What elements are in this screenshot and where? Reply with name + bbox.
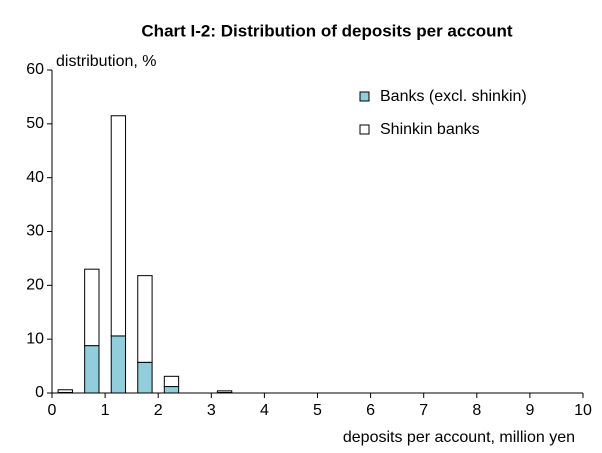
y-tick-label: 30 bbox=[26, 223, 44, 240]
chart-title: Chart I-2: Distribution of deposits per … bbox=[141, 21, 513, 40]
y-tick-label: 60 bbox=[26, 61, 44, 78]
bar bbox=[57, 389, 73, 393]
x-tick-label: 0 bbox=[48, 402, 57, 419]
bar bbox=[137, 275, 153, 363]
bar bbox=[216, 390, 233, 393]
y-tick-label: 40 bbox=[26, 169, 44, 186]
legend-swatch bbox=[359, 124, 370, 135]
y-tick-label: 10 bbox=[26, 330, 44, 347]
x-tick-label: 4 bbox=[260, 402, 269, 419]
legend-label: Banks (excl. shinkin) bbox=[380, 88, 527, 105]
y-tick-label: 0 bbox=[35, 384, 44, 401]
y-tick-label: 50 bbox=[26, 115, 44, 132]
legend-swatch bbox=[359, 91, 370, 102]
x-tick-label: 10 bbox=[574, 402, 592, 419]
x-tick-label: 1 bbox=[101, 402, 110, 419]
legend-label: Shinkin banks bbox=[380, 121, 480, 138]
bar bbox=[163, 375, 180, 388]
bar bbox=[110, 335, 127, 394]
x-tick-label: 3 bbox=[207, 402, 216, 419]
x-tick-label: 9 bbox=[525, 402, 534, 419]
x-axis-label: deposits per account, million yen bbox=[343, 429, 575, 446]
bar bbox=[110, 115, 127, 337]
bar bbox=[84, 345, 100, 394]
y-tick-label: 20 bbox=[26, 277, 44, 294]
x-tick-label: 7 bbox=[419, 402, 428, 419]
bar bbox=[137, 361, 153, 394]
x-tick-label: 5 bbox=[313, 402, 322, 419]
x-tick-label: 8 bbox=[472, 402, 481, 419]
x-tick-label: 2 bbox=[154, 402, 163, 419]
x-tick-label: 6 bbox=[366, 402, 375, 419]
y-axis-label: distribution, % bbox=[56, 53, 157, 70]
bar bbox=[84, 268, 100, 347]
bar bbox=[163, 386, 180, 394]
